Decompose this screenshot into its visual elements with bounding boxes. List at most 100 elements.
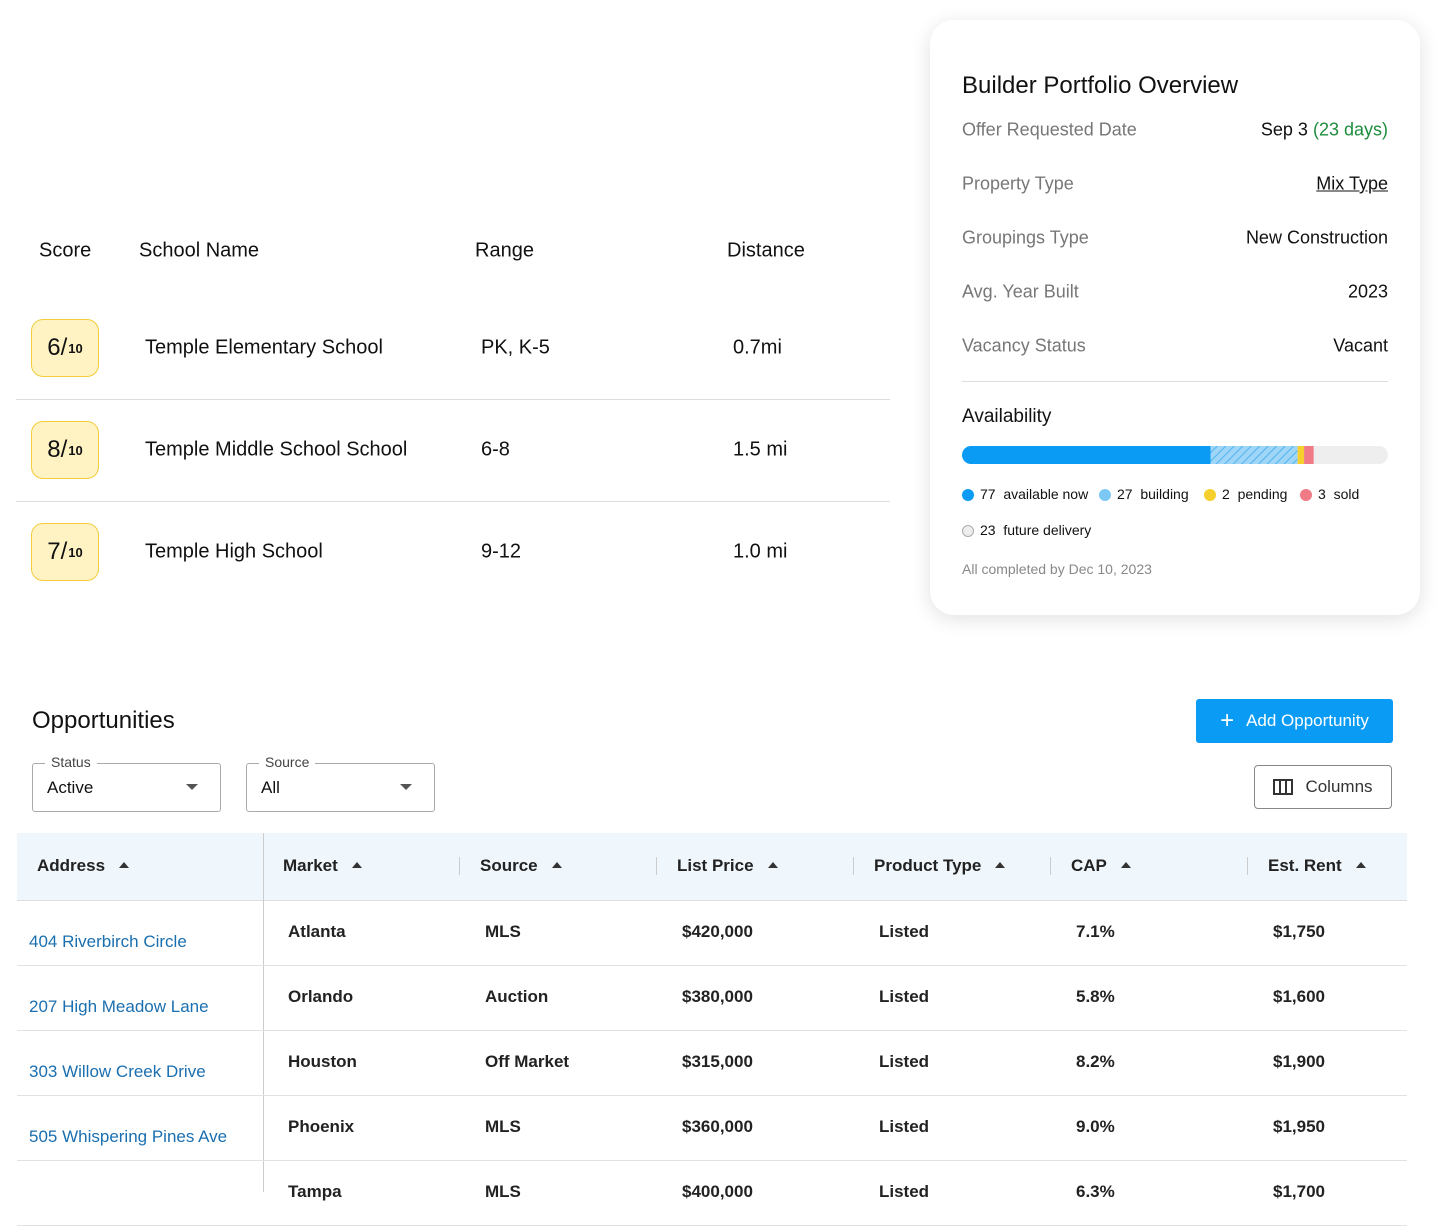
school-range: 6-8 (481, 438, 510, 461)
value: Vacant (1333, 335, 1388, 356)
cell: MLS (485, 1182, 521, 1201)
sort-arrow (351, 861, 362, 868)
cell: Houston (288, 1052, 357, 1071)
legend-dot (962, 489, 974, 502)
header-divider (459, 857, 460, 875)
column-header[interactable]: CAP (1071, 856, 1131, 876)
field-value: New Construction (1246, 228, 1388, 249)
filter-label: Status (45, 754, 97, 770)
value: Sep 3 (1260, 119, 1308, 140)
field-label: Offer Requested Date (962, 119, 1137, 140)
legend-dot (1204, 489, 1216, 502)
columns-button[interactable]: Columns (1254, 765, 1392, 809)
filter-label: Source (259, 754, 316, 770)
availability-segment (1313, 446, 1388, 464)
school-header: Score (39, 239, 92, 262)
column-header[interactable]: Est. Rent (1268, 856, 1366, 876)
row-line (17, 1030, 1407, 1031)
note: (23 days) (1312, 119, 1388, 140)
field-value: Sep 3 (23 days) (1261, 120, 1388, 141)
cell: Phoenix (288, 1117, 355, 1136)
divider (962, 381, 1388, 382)
legend-dot (962, 525, 974, 538)
score-slash: / (60, 436, 68, 463)
label: Product Type (874, 856, 982, 875)
field-value: Vacant (1333, 336, 1388, 357)
score-max: 10 (68, 340, 83, 356)
score: 8 (47, 436, 61, 463)
cell: $420,000 (682, 922, 753, 941)
plus-icon: + (1220, 707, 1235, 734)
availability-segment (1297, 446, 1305, 464)
filter-select[interactable]: Source All (246, 754, 435, 812)
address-col-border (263, 833, 264, 1192)
legend-item: 27 building (1099, 486, 1189, 502)
sort-arrow (551, 861, 562, 868)
school-range: PK, K-5 (481, 336, 550, 359)
column-header[interactable]: Address (37, 856, 130, 876)
header-divider (853, 857, 854, 875)
filter-select[interactable]: Status Active (32, 754, 221, 812)
school-header: Distance (727, 239, 805, 262)
address-link[interactable]: 404 Riverbirch Circle (29, 932, 187, 951)
column-header[interactable]: Source (480, 856, 562, 876)
row-line (17, 965, 1407, 966)
column-header[interactable]: Product Type (874, 856, 1006, 876)
availability-segment (1210, 446, 1298, 464)
school-name: Temple Middle School School (145, 438, 408, 461)
legend-label: pending (1237, 486, 1288, 502)
add-button[interactable]: + Add Opportunity (1196, 699, 1393, 743)
address-link[interactable]: 505 Whispering Pines Ave (29, 1127, 228, 1146)
cell: Listed (879, 1052, 930, 1071)
value: 2023 (1347, 281, 1388, 302)
legend-dot (1099, 489, 1111, 502)
field-value: 2023 (1348, 282, 1388, 303)
row-divider (16, 399, 890, 400)
field-label: Groupings Type (962, 227, 1089, 248)
legend-item: 77 available now (962, 486, 1088, 502)
cell: $1,750 (1273, 922, 1325, 941)
cell: $1,700 (1273, 1182, 1325, 1201)
label: Add Opportunity (1246, 711, 1369, 730)
cell: $1,950 (1273, 1117, 1325, 1136)
cell: $380,000 (682, 987, 753, 1006)
footnote: All completed by Dec 10, 2023 (962, 561, 1152, 577)
cell: 8.2% (1076, 1052, 1115, 1071)
column-header[interactable]: List Price (677, 856, 778, 876)
sort-arrow (995, 861, 1006, 868)
availability-segment (962, 446, 1211, 464)
row-line (17, 1160, 1407, 1161)
card-title: Builder Portfolio Overview (962, 72, 1239, 99)
cell: 9.0% (1076, 1117, 1115, 1136)
school-name: Temple High School (145, 540, 323, 563)
school-distance: 0.7mi (733, 336, 782, 359)
score: 6 (47, 334, 61, 361)
legend-label: sold (1333, 486, 1360, 502)
legend-count: 27 (1117, 486, 1133, 502)
score: 7 (47, 538, 61, 565)
cell: $360,000 (682, 1117, 753, 1136)
address-link[interactable]: 207 High Meadow Lane (29, 997, 209, 1016)
availability-bar (962, 446, 1388, 464)
legend-label: future delivery (1003, 522, 1092, 538)
cell: Tampa (288, 1182, 342, 1201)
cell: $400,000 (682, 1182, 753, 1201)
cell: MLS (485, 1117, 521, 1136)
school-header: Range (475, 239, 534, 262)
filter-value: Active (47, 778, 94, 797)
label: Source (480, 856, 538, 875)
cell: Atlanta (288, 922, 346, 941)
legend-count: 77 (980, 486, 996, 502)
field-label: Vacancy Status (962, 335, 1086, 356)
school-name: Temple Elementary School (145, 336, 383, 359)
columns-icon (1273, 779, 1294, 795)
address-link[interactable]: 303 Willow Creek Drive (29, 1062, 206, 1081)
column-header[interactable]: Market (283, 856, 362, 876)
legend-label: available now (1003, 486, 1089, 502)
label: Address (37, 856, 106, 875)
cell: 7.1% (1076, 922, 1115, 941)
sort-arrow (767, 861, 778, 868)
header-divider (1247, 857, 1248, 875)
sort-arrow (1120, 861, 1131, 868)
header-divider (1050, 857, 1051, 875)
